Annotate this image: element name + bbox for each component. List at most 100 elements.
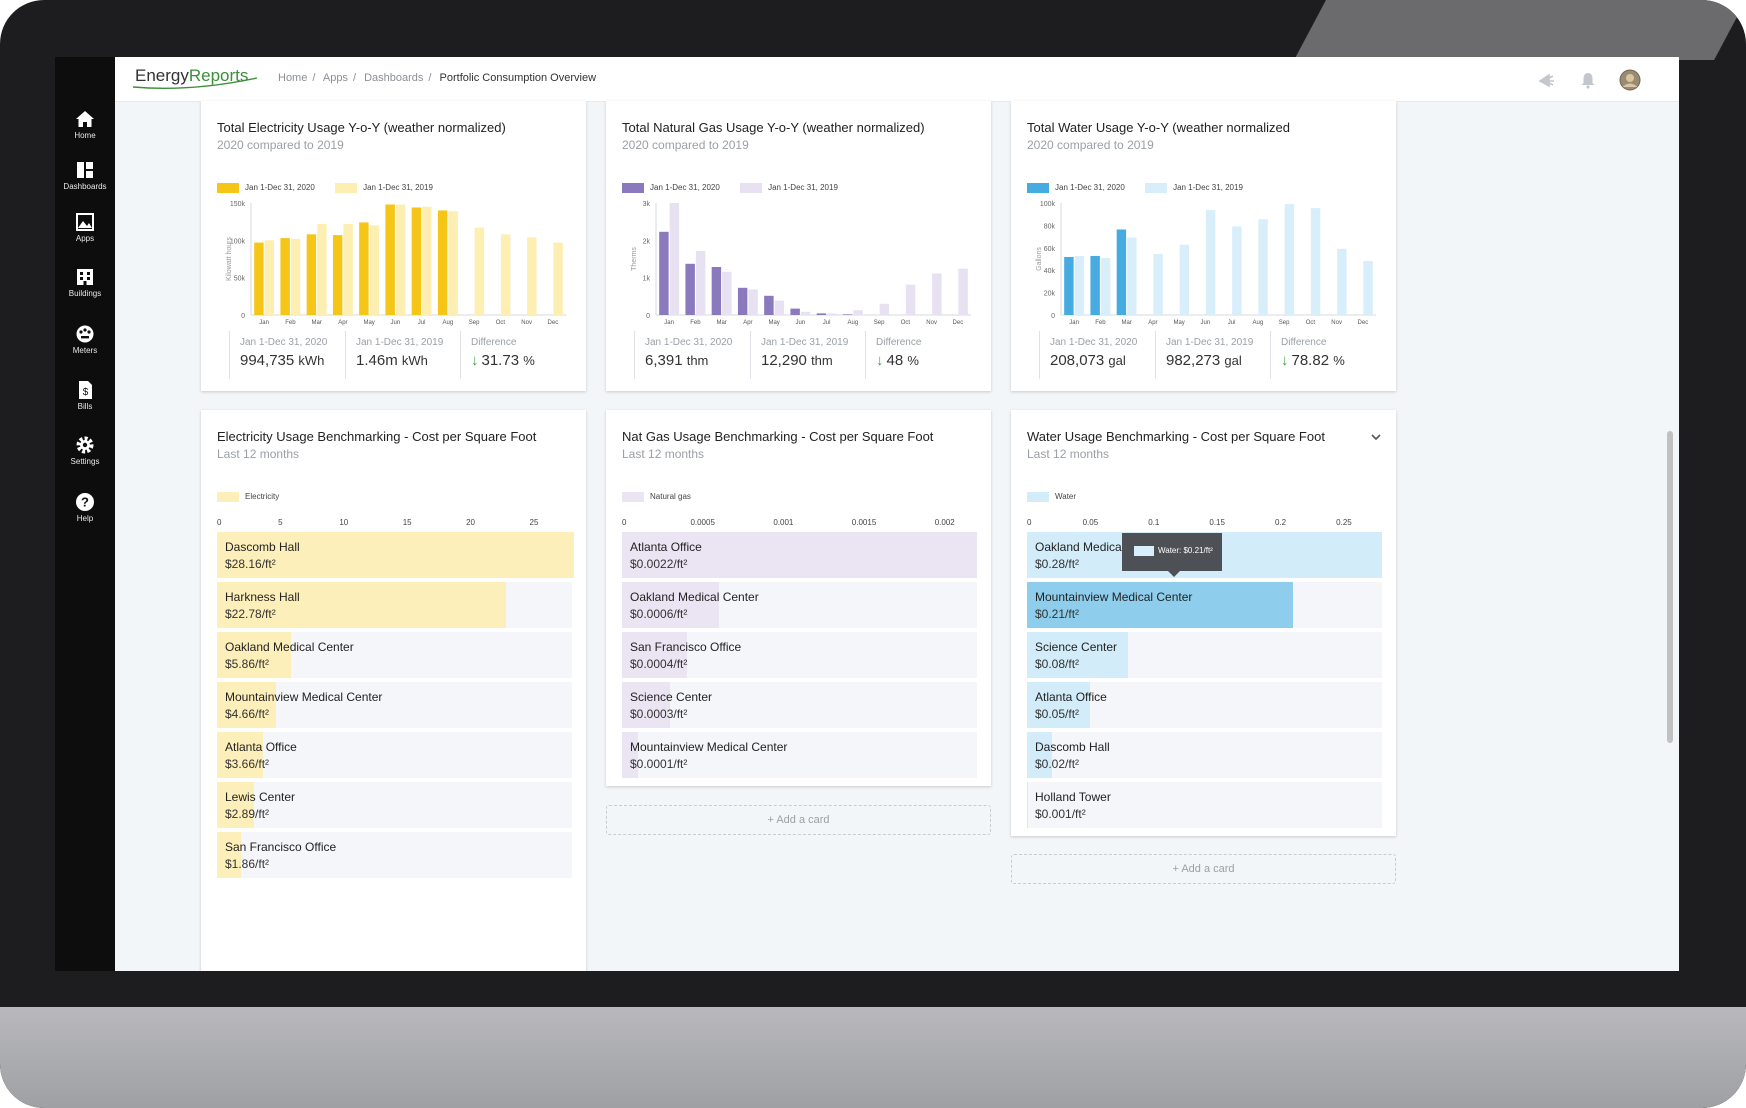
bar-2019-jan[interactable]	[669, 203, 680, 315]
bell-icon[interactable]	[1579, 71, 1597, 94]
bar-2019-may[interactable]	[369, 225, 380, 315]
bar-2020-may[interactable]	[359, 222, 369, 315]
bar-2019-jul[interactable]	[827, 313, 837, 315]
bar-2019-mar[interactable]	[317, 223, 327, 315]
benchmark-bar[interactable]	[217, 582, 506, 628]
bar-2019-may[interactable]	[774, 300, 785, 315]
bar-2020-jan[interactable]	[659, 231, 669, 315]
benchmark-row[interactable]: Mountainview Medical Center $0.0001/ft²	[622, 732, 977, 778]
benchmark-bar[interactable]	[217, 732, 264, 778]
benchmark-bar[interactable]	[622, 532, 977, 578]
bar-2019-dec[interactable]	[958, 268, 968, 315]
bar-2020-feb[interactable]	[1090, 255, 1100, 315]
bar-2020-jul[interactable]	[816, 313, 827, 315]
benchmark-row[interactable]: San Francisco Office $1.86/ft²	[217, 832, 572, 878]
benchmark-bar[interactable]	[217, 832, 241, 878]
bar-2020-jun[interactable]	[385, 204, 395, 315]
bar-2019-oct[interactable]	[905, 284, 916, 315]
benchmark-bar[interactable]	[1027, 732, 1053, 778]
breadcrumb-home[interactable]: Home	[278, 72, 308, 84]
benchmark-bar[interactable]	[622, 732, 639, 778]
benchmark-bar[interactable]	[1027, 682, 1091, 728]
app-logo[interactable]: EnergyReports	[132, 66, 258, 90]
bar-2020-jun[interactable]	[790, 308, 800, 315]
bar-2020-aug[interactable]	[842, 314, 853, 315]
bar-2019-jun[interactable]	[800, 311, 811, 315]
sidebar-item-settings[interactable]: Settings	[55, 435, 115, 466]
benchmark-row[interactable]: San Francisco Office $0.0004/ft²	[622, 632, 977, 678]
sidebar-item-help[interactable]: ? Help	[55, 492, 115, 523]
bar-2019-aug[interactable]	[1258, 219, 1268, 315]
bar-2019-feb[interactable]	[1100, 257, 1111, 315]
sidebar-item-bills[interactable]: $ Bills	[55, 380, 115, 411]
scrollbar[interactable]	[1665, 101, 1675, 971]
bar-2019-apr[interactable]	[343, 223, 353, 315]
benchmark-bar[interactable]	[1027, 582, 1294, 628]
benchmark-bar[interactable]	[622, 682, 671, 728]
bar-2020-jan[interactable]	[254, 242, 264, 315]
scrollbar-thumb[interactable]	[1667, 431, 1673, 743]
benchmark-row[interactable]: Science Center $0.0003/ft²	[622, 682, 977, 728]
benchmark-row[interactable]: Atlanta Office $3.66/ft²	[217, 732, 572, 778]
bar-2020-feb[interactable]	[280, 238, 290, 315]
sidebar-item-meters[interactable]: Meters	[55, 324, 115, 355]
bar-2019-jun[interactable]	[1205, 210, 1216, 315]
bar-2020-jul[interactable]	[411, 207, 422, 315]
bar-2019-apr[interactable]	[748, 289, 758, 315]
legend-item-electricity[interactable]: Electricity	[217, 492, 279, 502]
legend-item-natural-gas[interactable]: Natural gas	[622, 492, 691, 502]
bar-2019-aug[interactable]	[448, 211, 458, 315]
benchmark-row[interactable]: Oakland Medical Center $5.86/ft²	[217, 632, 572, 678]
bar-2019-nov[interactable]	[527, 237, 537, 315]
add-card-button[interactable]: + Add a card	[606, 805, 991, 835]
bar-2019-jul[interactable]	[1232, 226, 1242, 315]
benchmark-bar[interactable]	[1027, 632, 1129, 678]
legend-item-water[interactable]: Water	[1027, 492, 1076, 502]
bar-2019-nov[interactable]	[1337, 248, 1347, 315]
benchmark-row[interactable]: Dascomb Hall $28.16/ft²	[217, 532, 575, 578]
bar-2020-apr[interactable]	[332, 235, 343, 315]
bar-2019-jul[interactable]	[422, 206, 432, 315]
bar-2019-mar[interactable]	[722, 271, 732, 315]
benchmark-bar[interactable]	[622, 632, 687, 678]
benchmark-row[interactable]: Harkness Hall $22.78/ft²	[217, 582, 572, 628]
sidebar-item-apps[interactable]: Apps	[55, 212, 115, 243]
benchmark-row[interactable]: Mountainview Medical Center $0.21/ft²	[1027, 582, 1382, 628]
bar-2019-sep[interactable]	[1284, 204, 1295, 315]
add-card-button[interactable]: + Add a card	[1011, 854, 1396, 884]
benchmark-row[interactable]: Atlanta Office $0.0022/ft²	[622, 532, 977, 578]
benchmark-row[interactable]: Lewis Center $2.89/ft²	[217, 782, 572, 828]
bar-2020-mar[interactable]	[1116, 229, 1127, 315]
bar-2020-jan[interactable]	[1064, 256, 1074, 315]
bar-2020-mar[interactable]	[711, 267, 722, 315]
benchmark-bar[interactable]	[217, 682, 277, 728]
sidebar-item-dashboards[interactable]: Dashboards	[55, 160, 115, 191]
legend-item-2020[interactable]: Jan 1-Dec 31, 2020	[622, 183, 720, 193]
chevron-down-icon[interactable]	[1370, 430, 1382, 448]
benchmark-row[interactable]: Dascomb Hall $0.02/ft²	[1027, 732, 1382, 778]
benchmark-bar[interactable]	[217, 532, 575, 578]
bar-2019-nov[interactable]	[932, 273, 942, 315]
breadcrumb-dashboards[interactable]: Dashboards	[364, 72, 424, 84]
bar-2019-may[interactable]	[1179, 244, 1190, 315]
bar-2019-dec[interactable]	[1363, 261, 1373, 315]
bar-2019-apr[interactable]	[1153, 253, 1163, 315]
benchmark-row[interactable]: Mountainview Medical Center $4.66/ft²	[217, 682, 572, 728]
benchmark-bar[interactable]	[217, 782, 254, 828]
benchmark-bar[interactable]	[622, 582, 719, 628]
benchmark-row[interactable]: Holland Tower $0.001/ft²	[1027, 782, 1382, 828]
bar-2019-jun[interactable]	[395, 204, 406, 315]
benchmark-row[interactable]: Science Center $0.08/ft²	[1027, 632, 1382, 678]
benchmark-row[interactable]: Atlanta Office $0.05/ft²	[1027, 682, 1382, 728]
bar-2020-may[interactable]	[764, 295, 774, 315]
bar-2019-oct[interactable]	[1310, 208, 1321, 315]
bar-2020-apr[interactable]	[737, 287, 748, 315]
legend-item-2020[interactable]: Jan 1-Dec 31, 2020	[217, 183, 315, 193]
legend-item-2019[interactable]: Jan 1-Dec 31, 2019	[335, 183, 433, 193]
bar-2020-mar[interactable]	[306, 234, 317, 315]
announcement-icon[interactable]	[1538, 71, 1556, 94]
sidebar-item-buildings[interactable]: Buildings	[55, 267, 115, 298]
legend-item-2020[interactable]: Jan 1-Dec 31, 2020	[1027, 183, 1125, 193]
bar-2019-mar[interactable]	[1127, 237, 1137, 315]
bar-2020-aug[interactable]	[437, 210, 448, 315]
